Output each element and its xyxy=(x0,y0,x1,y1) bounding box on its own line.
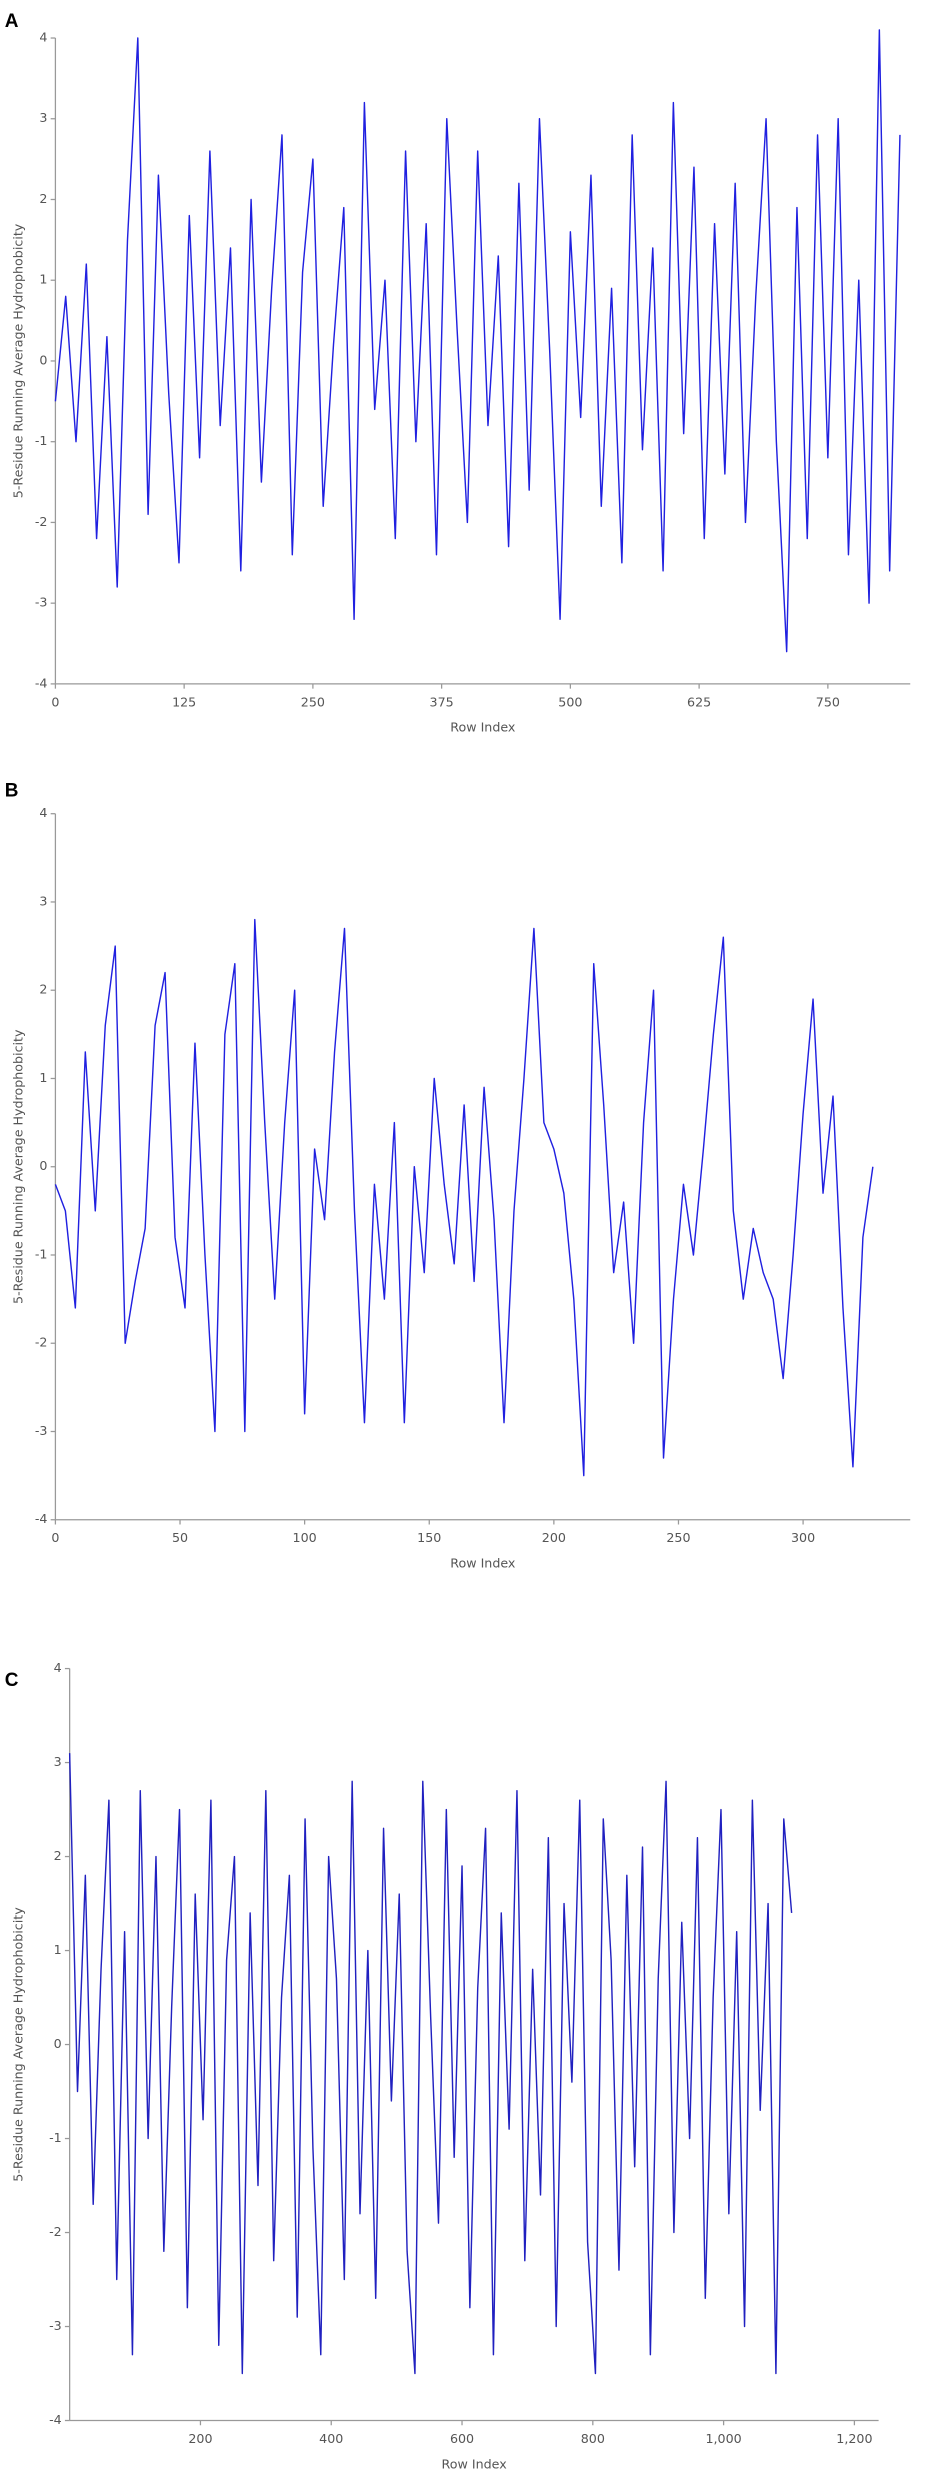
y-tick-label: 3 xyxy=(39,110,47,125)
y-axis-label: 5-Residue Running Average Hydrophobicity xyxy=(10,1029,25,1304)
x-tick-label: 0 xyxy=(51,1530,59,1545)
y-tick-label: 4 xyxy=(39,30,47,45)
y-tick-label: 4 xyxy=(54,1660,62,1675)
x-tick-label: 600 xyxy=(450,2431,474,2446)
x-tick-label: 1,000 xyxy=(705,2431,741,2446)
y-tick-label: -2 xyxy=(35,514,48,529)
y-tick-label: 3 xyxy=(39,893,47,908)
y-tick-label: -3 xyxy=(49,2318,62,2333)
x-tick-label: 625 xyxy=(687,694,711,709)
y-axis-label: 5-Residue Running Average Hydrophobicity xyxy=(10,1907,25,2182)
y-tick-label: 2 xyxy=(39,982,47,997)
data-line xyxy=(54,918,874,1477)
data-line xyxy=(54,29,901,653)
x-tick-label: 375 xyxy=(430,694,454,709)
y-tick-label: -1 xyxy=(49,2130,62,2145)
x-tick-label: 125 xyxy=(172,694,196,709)
y-tick-label: 1 xyxy=(54,1942,62,1957)
x-tick-label: 800 xyxy=(581,2431,605,2446)
x-tick-label: 1,200 xyxy=(836,2431,872,2446)
x-tick-label: 200 xyxy=(188,2431,212,2446)
x-tick-label: 250 xyxy=(666,1530,690,1545)
y-tick-label: -4 xyxy=(35,675,48,690)
y-tick-label: -3 xyxy=(35,595,48,610)
y-tick-label: -2 xyxy=(49,2224,62,2239)
y-tick-label: 2 xyxy=(54,1848,62,1863)
y-axis-label: 5-Residue Running Average Hydrophobicity xyxy=(10,223,25,498)
y-tick-label: 0 xyxy=(39,352,47,367)
y-tick-label: 2 xyxy=(39,191,47,206)
y-tick-label: 1 xyxy=(39,1070,47,1085)
y-tick-label: -4 xyxy=(49,2412,62,2427)
panel-label: C xyxy=(5,1670,19,1691)
x-tick-label: 200 xyxy=(542,1530,566,1545)
y-tick-label: 1 xyxy=(39,272,47,287)
y-tick-label: 0 xyxy=(54,2036,62,2051)
panel-label: A xyxy=(5,11,19,32)
y-tick-label: -2 xyxy=(35,1335,48,1350)
x-tick-label: 250 xyxy=(301,694,325,709)
x-tick-label: 400 xyxy=(319,2431,343,2446)
y-tick-label: -1 xyxy=(35,1246,48,1261)
x-tick-label: 100 xyxy=(293,1530,317,1545)
x-tick-label: 750 xyxy=(816,694,840,709)
y-tick-label: 3 xyxy=(54,1754,62,1769)
x-axis-label: Row Index xyxy=(450,720,516,735)
y-tick-label: -3 xyxy=(35,1423,48,1438)
x-axis-label: Row Index xyxy=(442,2456,508,2471)
y-tick-label: -1 xyxy=(35,433,48,448)
x-tick-label: 300 xyxy=(791,1530,815,1545)
y-tick-label: -4 xyxy=(35,1511,48,1526)
x-tick-label: 150 xyxy=(417,1530,441,1545)
y-tick-label: 4 xyxy=(39,805,47,820)
x-tick-label: 500 xyxy=(558,694,582,709)
x-tick-label: 50 xyxy=(172,1530,188,1545)
x-tick-label: 0 xyxy=(51,694,59,709)
data-line xyxy=(68,1753,793,2375)
x-axis-label: Row Index xyxy=(450,1556,516,1571)
y-tick-label: 0 xyxy=(39,1158,47,1173)
panel-label: B xyxy=(5,781,19,802)
